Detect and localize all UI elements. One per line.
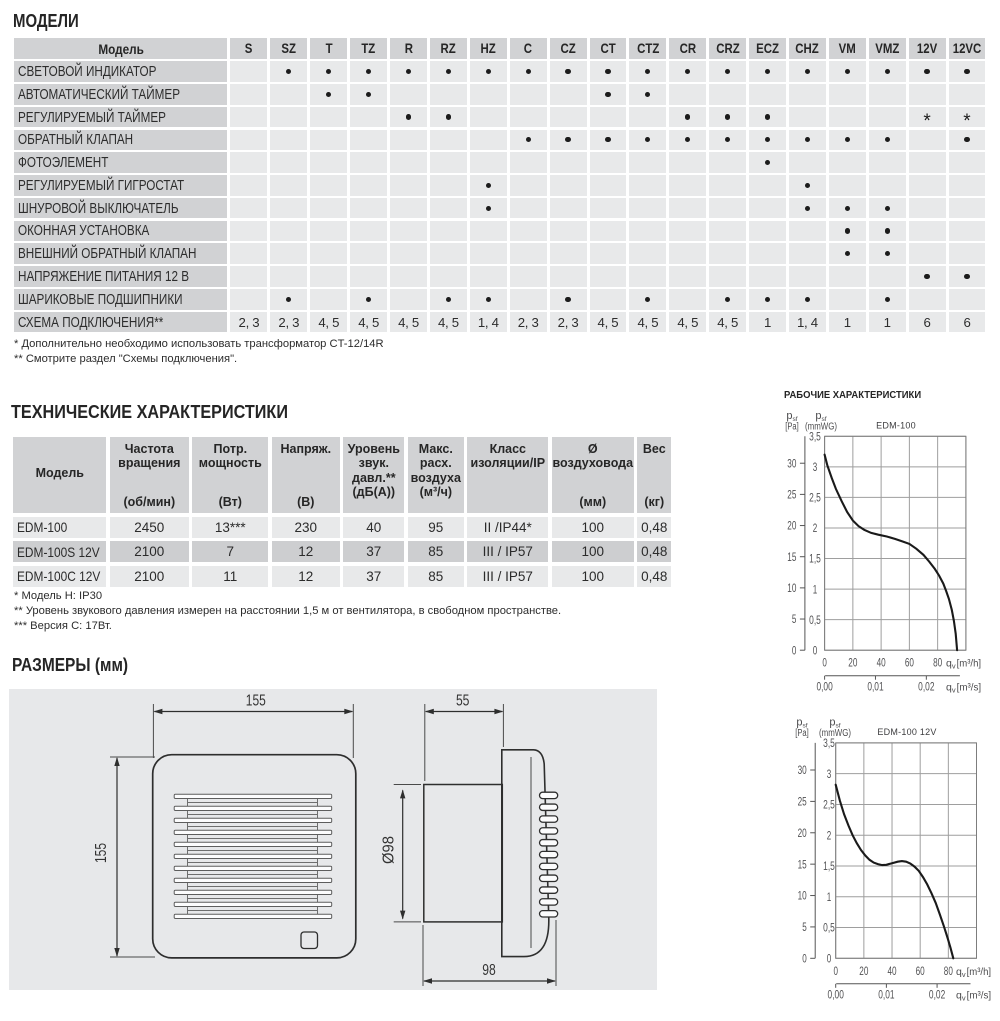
- svg-text:psf: psf: [815, 410, 826, 423]
- svg-text:1: 1: [813, 582, 818, 596]
- svg-text:0,00: 0,00: [816, 680, 833, 694]
- svg-text:3: 3: [827, 767, 832, 781]
- svg-text:10: 10: [798, 889, 807, 903]
- svg-text:0,02: 0,02: [918, 680, 935, 694]
- svg-text:25: 25: [787, 488, 796, 502]
- svg-text:1,5: 1,5: [809, 552, 821, 566]
- svg-text:30: 30: [798, 763, 807, 777]
- svg-text:0: 0: [822, 656, 827, 670]
- svg-text:20: 20: [848, 656, 857, 670]
- svg-text:40: 40: [887, 964, 896, 978]
- svg-text:0: 0: [813, 643, 818, 657]
- svg-text:1,5: 1,5: [823, 859, 835, 873]
- svg-text:psf: psf: [786, 410, 797, 423]
- svg-text:(mmWG): (mmWG): [819, 728, 851, 739]
- svg-text:2,5: 2,5: [809, 491, 821, 505]
- svg-text:EDM-100: EDM-100: [876, 420, 916, 430]
- svg-text:5: 5: [792, 612, 797, 626]
- svg-text:30: 30: [787, 456, 796, 470]
- svg-text:0,5: 0,5: [823, 921, 835, 935]
- svg-text:0: 0: [827, 952, 832, 966]
- svg-text:55: 55: [456, 693, 470, 710]
- svg-text:[Pa]: [Pa]: [795, 728, 809, 739]
- svg-text:40: 40: [877, 656, 886, 670]
- svg-text:15: 15: [787, 550, 796, 564]
- svg-text:20: 20: [787, 519, 796, 533]
- svg-text:80: 80: [933, 656, 942, 670]
- svg-text:qv[m³/h]: qv[m³/h]: [946, 658, 981, 671]
- svg-text:60: 60: [916, 964, 925, 978]
- svg-text:5: 5: [802, 920, 807, 934]
- svg-text:3,5: 3,5: [809, 430, 821, 444]
- svg-text:20: 20: [859, 964, 868, 978]
- svg-text:0,01: 0,01: [878, 988, 895, 1002]
- svg-text:2,5: 2,5: [823, 798, 835, 812]
- svg-text:0,5: 0,5: [809, 613, 821, 627]
- svg-text:155: 155: [93, 843, 110, 863]
- svg-text:0,00: 0,00: [828, 988, 845, 1002]
- svg-text:psf: psf: [796, 716, 807, 729]
- svg-text:98: 98: [482, 962, 496, 979]
- svg-text:60: 60: [905, 656, 914, 670]
- svg-text:[Pa]: [Pa]: [785, 421, 799, 432]
- svg-text:20: 20: [798, 826, 807, 840]
- svg-text:0: 0: [833, 964, 838, 978]
- svg-text:80: 80: [944, 964, 953, 978]
- svg-text:1: 1: [827, 890, 832, 904]
- svg-text:3: 3: [813, 460, 818, 474]
- svg-text:155: 155: [246, 693, 266, 710]
- svg-text:2: 2: [827, 828, 832, 842]
- svg-text:psf: psf: [829, 716, 840, 729]
- svg-text:qv[m³/s]: qv[m³/s]: [946, 682, 981, 695]
- svg-text:0,02: 0,02: [929, 988, 946, 1002]
- svg-text:0: 0: [792, 643, 797, 657]
- svg-text:2: 2: [813, 521, 818, 535]
- svg-text:qv[m³/h]: qv[m³/h]: [956, 966, 991, 979]
- svg-text:0: 0: [802, 952, 807, 966]
- svg-text:0,01: 0,01: [867, 680, 884, 694]
- svg-text:(mmWG): (mmWG): [805, 421, 837, 432]
- svg-text:EDM-100 12V: EDM-100 12V: [877, 727, 936, 737]
- svg-text:qv[m³/s]: qv[m³/s]: [956, 990, 991, 1003]
- svg-text:Ø98: Ø98: [381, 836, 398, 864]
- svg-text:10: 10: [787, 581, 796, 595]
- svg-text:3,5: 3,5: [823, 736, 835, 750]
- svg-text:15: 15: [798, 857, 807, 871]
- svg-text:25: 25: [798, 795, 807, 809]
